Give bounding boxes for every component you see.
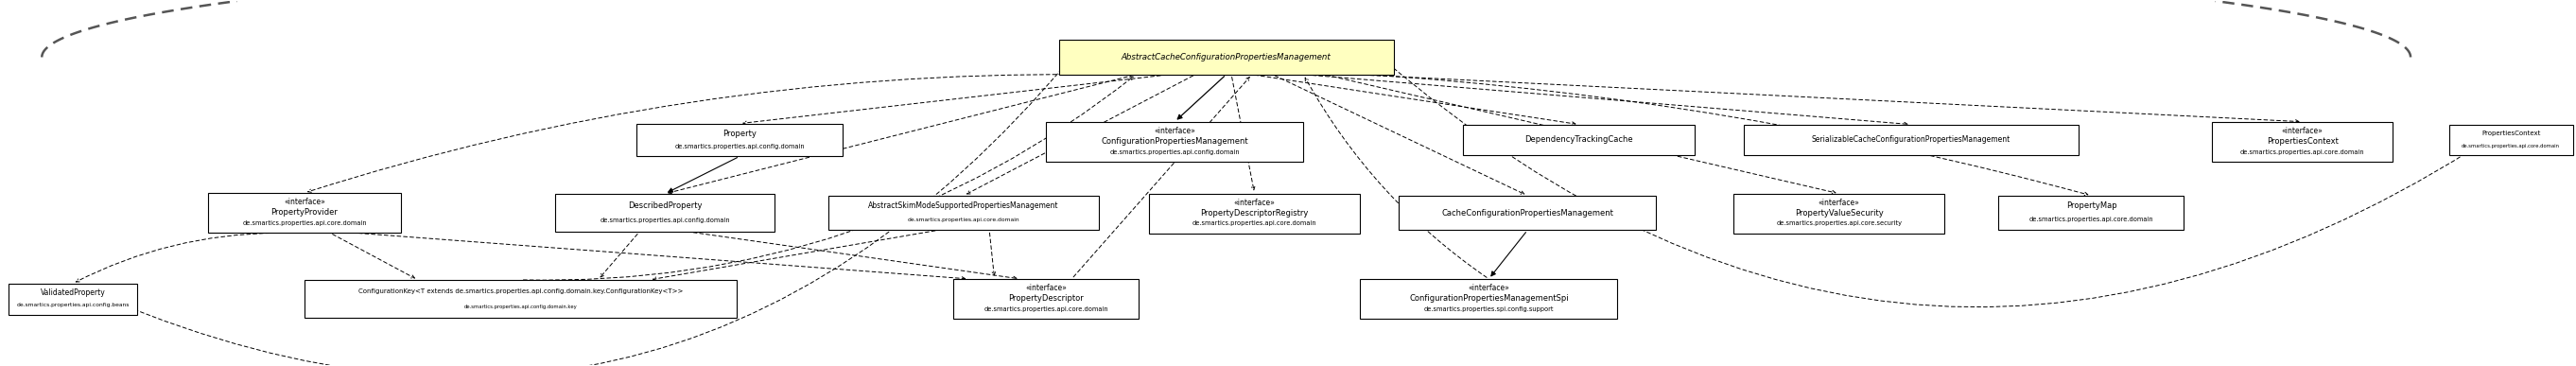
FancyBboxPatch shape bbox=[556, 194, 775, 232]
FancyBboxPatch shape bbox=[1059, 40, 1394, 75]
Text: de.smartics.properties.api.config.domain: de.smartics.properties.api.config.domain bbox=[600, 218, 729, 223]
FancyBboxPatch shape bbox=[1046, 122, 1303, 162]
FancyArrowPatch shape bbox=[966, 76, 1193, 194]
FancyBboxPatch shape bbox=[1999, 195, 2184, 230]
Text: «interface»: «interface» bbox=[1468, 284, 1510, 292]
FancyArrowPatch shape bbox=[77, 233, 276, 282]
FancyArrowPatch shape bbox=[1074, 77, 1249, 277]
Text: ConfigurationPropertiesManagementSpi: ConfigurationPropertiesManagementSpi bbox=[1409, 294, 1569, 302]
FancyArrowPatch shape bbox=[309, 74, 1082, 192]
FancyArrowPatch shape bbox=[667, 75, 1133, 194]
Text: ConfigurationKey<T extends de.smartics.properties.api.config.domain.key.Configur: ConfigurationKey<T extends de.smartics.p… bbox=[358, 288, 683, 294]
FancyArrowPatch shape bbox=[667, 157, 737, 192]
Text: PropertyDescriptorRegistry: PropertyDescriptorRegistry bbox=[1200, 209, 1309, 217]
Text: PropertyDescriptor: PropertyDescriptor bbox=[1007, 294, 1084, 302]
Text: de.smartics.properties.api.core.domain: de.smartics.properties.api.core.domain bbox=[2463, 144, 2561, 149]
Text: Property: Property bbox=[724, 129, 757, 138]
Text: SerializableCacheConfigurationPropertiesManagement: SerializableCacheConfigurationProperties… bbox=[1811, 136, 2009, 144]
Text: «interface»: «interface» bbox=[1819, 198, 1860, 207]
Text: de.smartics.properties.spi.config.support: de.smartics.properties.spi.config.suppor… bbox=[1425, 306, 1553, 312]
Text: DependencyTrackingCache: DependencyTrackingCache bbox=[1525, 136, 1633, 144]
Text: ValidatedProperty: ValidatedProperty bbox=[41, 288, 106, 297]
FancyBboxPatch shape bbox=[8, 284, 137, 314]
Text: «interface»: «interface» bbox=[283, 197, 325, 206]
Text: «interface»: «interface» bbox=[2282, 126, 2324, 135]
FancyArrowPatch shape bbox=[1358, 75, 2298, 123]
FancyBboxPatch shape bbox=[1734, 194, 1945, 234]
Text: AbstractCacheConfigurationPropertiesManagement: AbstractCacheConfigurationPropertiesMana… bbox=[1121, 53, 1332, 61]
Text: AbstractSkimModeSupportedPropertiesManagement: AbstractSkimModeSupportedPropertiesManag… bbox=[868, 202, 1059, 210]
Text: de.smartics.properties.api.core.domain: de.smartics.properties.api.core.domain bbox=[984, 306, 1108, 312]
FancyArrowPatch shape bbox=[744, 75, 1167, 124]
FancyBboxPatch shape bbox=[953, 279, 1139, 319]
Text: de.smartics.properties.api.core.domain: de.smartics.properties.api.core.domain bbox=[242, 220, 366, 226]
FancyArrowPatch shape bbox=[1327, 75, 1837, 194]
Text: PropertyMap: PropertyMap bbox=[2066, 202, 2117, 210]
Text: de.smartics.properties.api.config.domain.key: de.smartics.properties.api.config.domain… bbox=[464, 304, 577, 309]
Text: de.smartics.properties.api.core.domain: de.smartics.properties.api.core.domain bbox=[2241, 149, 2365, 155]
Text: «interface»: «interface» bbox=[1234, 198, 1275, 207]
Text: de.smartics.properties.api.config.beans: de.smartics.properties.api.config.beans bbox=[15, 303, 129, 307]
Text: PropertiesContext: PropertiesContext bbox=[2481, 131, 2540, 137]
FancyArrowPatch shape bbox=[693, 232, 1018, 280]
FancyArrowPatch shape bbox=[600, 234, 636, 277]
Text: de.smartics.properties.api.config.domain: de.smartics.properties.api.config.domain bbox=[1110, 149, 1239, 155]
FancyArrowPatch shape bbox=[358, 233, 966, 280]
FancyBboxPatch shape bbox=[209, 193, 402, 233]
FancyBboxPatch shape bbox=[2450, 124, 2573, 156]
FancyBboxPatch shape bbox=[636, 124, 842, 156]
FancyBboxPatch shape bbox=[304, 280, 737, 318]
FancyArrowPatch shape bbox=[1492, 232, 1525, 276]
Text: «interface»: «interface» bbox=[1025, 284, 1066, 292]
Text: CacheConfigurationPropertiesManagement: CacheConfigurationPropertiesManagement bbox=[1443, 209, 1613, 217]
FancyBboxPatch shape bbox=[1463, 124, 1695, 156]
Text: de.smartics.properties.api.core.security: de.smartics.properties.api.core.security bbox=[1775, 221, 1901, 227]
FancyBboxPatch shape bbox=[1744, 124, 2079, 156]
Text: PropertyProvider: PropertyProvider bbox=[270, 208, 337, 216]
Text: de.smartics.properties.api.core.domain: de.smartics.properties.api.core.domain bbox=[907, 217, 1020, 222]
FancyBboxPatch shape bbox=[829, 195, 1100, 230]
FancyArrowPatch shape bbox=[1306, 78, 1486, 277]
Text: de.smartics.properties.api.core.domain: de.smartics.properties.api.core.domain bbox=[2030, 217, 2154, 223]
Text: ConfigurationPropertiesManagement: ConfigurationPropertiesManagement bbox=[1100, 137, 1249, 145]
FancyArrowPatch shape bbox=[332, 234, 415, 278]
Text: PropertiesContext: PropertiesContext bbox=[2267, 137, 2339, 145]
Text: de.smartics.properties.api.core.domain: de.smartics.properties.api.core.domain bbox=[1193, 221, 1316, 227]
FancyBboxPatch shape bbox=[1149, 194, 1360, 234]
FancyBboxPatch shape bbox=[1399, 195, 1656, 230]
FancyArrowPatch shape bbox=[1255, 75, 1577, 125]
FancyArrowPatch shape bbox=[1275, 76, 1525, 194]
FancyArrowPatch shape bbox=[1306, 75, 1906, 126]
FancyArrowPatch shape bbox=[75, 60, 1069, 366]
FancyArrowPatch shape bbox=[523, 77, 1133, 280]
FancyArrowPatch shape bbox=[1383, 60, 2509, 307]
FancyBboxPatch shape bbox=[1360, 279, 1618, 319]
Text: de.smartics.properties.api.config.domain: de.smartics.properties.api.config.domain bbox=[675, 144, 804, 149]
FancyArrowPatch shape bbox=[989, 233, 994, 275]
Text: DescribedProperty: DescribedProperty bbox=[629, 201, 703, 209]
FancyArrowPatch shape bbox=[1177, 76, 1224, 119]
FancyArrowPatch shape bbox=[654, 231, 935, 280]
FancyBboxPatch shape bbox=[2213, 122, 2393, 162]
Text: «interface»: «interface» bbox=[1154, 126, 1195, 135]
FancyArrowPatch shape bbox=[1370, 75, 2087, 195]
FancyArrowPatch shape bbox=[1231, 77, 1255, 190]
Text: PropertyValueSecurity: PropertyValueSecurity bbox=[1795, 209, 1883, 217]
